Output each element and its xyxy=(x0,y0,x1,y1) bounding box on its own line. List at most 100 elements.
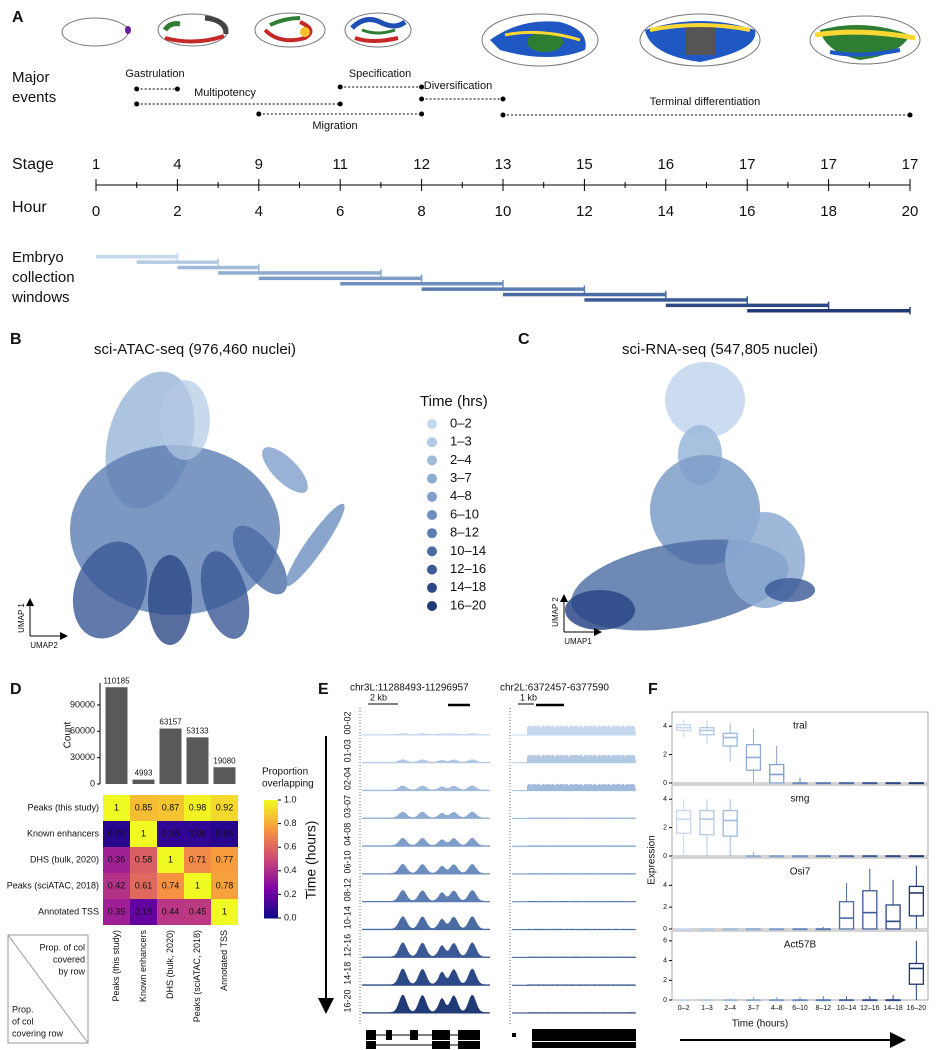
cell-value: 0.08 xyxy=(189,828,207,838)
x-tick-label: 14–18 xyxy=(883,1005,903,1012)
hour-label: 6 xyxy=(336,203,344,220)
heat-cell xyxy=(157,899,184,925)
colorbar-step xyxy=(264,874,278,878)
track-signal xyxy=(362,889,490,902)
y-tick-label: 0 xyxy=(663,997,667,1004)
heat-cell xyxy=(184,873,211,899)
event-start xyxy=(500,112,506,118)
cell-value: 0.06 xyxy=(108,828,126,838)
cell-value: 0.61 xyxy=(135,880,153,890)
heat-cell xyxy=(130,795,157,821)
colorbar-step xyxy=(264,815,278,819)
row-label: Annotated TSS xyxy=(38,906,99,916)
y-tick-label: 0 xyxy=(663,926,667,933)
colorbar-label: 1.0 xyxy=(284,794,297,804)
track-signal xyxy=(362,916,490,930)
y-tick-label: 0 xyxy=(90,778,95,788)
colorbar-step xyxy=(264,888,278,891)
col-label: Annotated TSS xyxy=(219,930,229,991)
colorbar-step xyxy=(264,821,278,825)
legend-title: Time (hrs) xyxy=(420,393,488,410)
cell-value: 1 xyxy=(141,828,146,838)
panel-label: F xyxy=(648,681,658,698)
legend-swatch xyxy=(427,564,437,575)
panel-label: C xyxy=(518,331,530,348)
hour-label: 10 xyxy=(495,203,512,220)
box-body xyxy=(885,904,901,930)
hour-label: 4 xyxy=(255,203,263,220)
bar xyxy=(186,737,209,784)
event-start xyxy=(256,111,262,117)
collection-window xyxy=(340,282,503,286)
box-body xyxy=(862,890,878,930)
scale-label: 1 kb xyxy=(520,692,537,702)
box-body xyxy=(908,885,925,917)
track-row-label: 03-07 xyxy=(342,795,352,818)
colorbar-step xyxy=(264,902,278,905)
colorbar-step xyxy=(264,898,278,901)
colorbar-step xyxy=(264,827,278,830)
x-tick-label: 2–4 xyxy=(724,1005,736,1012)
collection-window xyxy=(421,287,585,291)
exon xyxy=(512,1033,516,1037)
heat-cell xyxy=(103,899,130,925)
locus-title: chr2L:6372457-6377590 xyxy=(500,683,609,694)
cell-value: 0.71 xyxy=(189,854,207,864)
event-label: Multipotency xyxy=(194,87,256,99)
exon xyxy=(458,1041,480,1049)
track-row-label: 14-18 xyxy=(342,962,352,985)
heat-cell xyxy=(157,795,184,821)
heat-cell xyxy=(211,821,238,847)
event-start xyxy=(134,86,140,92)
row-label: DHS (bulk, 2020) xyxy=(30,854,99,864)
event-end xyxy=(419,111,425,117)
colorbar-step xyxy=(264,862,278,866)
track-signal xyxy=(362,759,490,763)
legend-swatch xyxy=(427,546,437,557)
panel-label: D xyxy=(10,681,22,698)
colorbar-step xyxy=(264,859,278,862)
legend-label: 1–3 xyxy=(450,434,472,449)
y-tick-label: 2 xyxy=(663,977,667,984)
colorbar-step xyxy=(264,825,278,829)
key-text: of col xyxy=(12,1016,34,1026)
bar-value: 53133 xyxy=(186,726,209,735)
exon xyxy=(366,1030,376,1040)
heat-cell xyxy=(211,873,238,899)
hour-label: 0 xyxy=(92,203,100,220)
colorbar-step xyxy=(264,910,278,913)
cell-value: 0.92 xyxy=(216,802,234,812)
colorbar-step xyxy=(264,886,278,889)
heat-cell xyxy=(184,847,211,873)
colorbar-step xyxy=(264,801,278,805)
colorbar-step xyxy=(264,805,278,809)
colorbar-step xyxy=(264,851,278,854)
legend-swatch xyxy=(427,601,437,611)
axis-label: Time (hours) xyxy=(303,821,319,900)
overlap-key xyxy=(7,934,89,1044)
x-tick-label: 12–16 xyxy=(860,1005,880,1012)
key-text: Prop. of col xyxy=(39,942,85,952)
col-label: Known enhancers xyxy=(138,930,148,1003)
colorbar-step xyxy=(264,819,278,823)
col-label: DHS (bulk, 2020) xyxy=(165,930,175,999)
colorbar-step xyxy=(264,914,278,917)
x-tick-label: 3–7 xyxy=(748,1005,760,1012)
x-tick-label: 0–2 xyxy=(678,1005,690,1012)
heat-cell xyxy=(130,821,157,847)
legend-label: 4–8 xyxy=(450,488,472,503)
stage-label: 11 xyxy=(332,156,348,173)
box-body xyxy=(908,962,925,985)
legend-swatch xyxy=(427,510,437,520)
legend-swatch xyxy=(427,473,437,484)
box-body xyxy=(699,809,715,836)
y-tick-label: 2 xyxy=(663,904,667,911)
stage-label: 16 xyxy=(657,156,674,173)
collection-window xyxy=(177,265,259,270)
colorbar-step xyxy=(264,904,278,907)
track-signal xyxy=(362,785,490,791)
colorbar-step xyxy=(264,833,278,836)
heat-cell xyxy=(130,873,157,899)
cell-value: 0.78 xyxy=(216,880,234,890)
